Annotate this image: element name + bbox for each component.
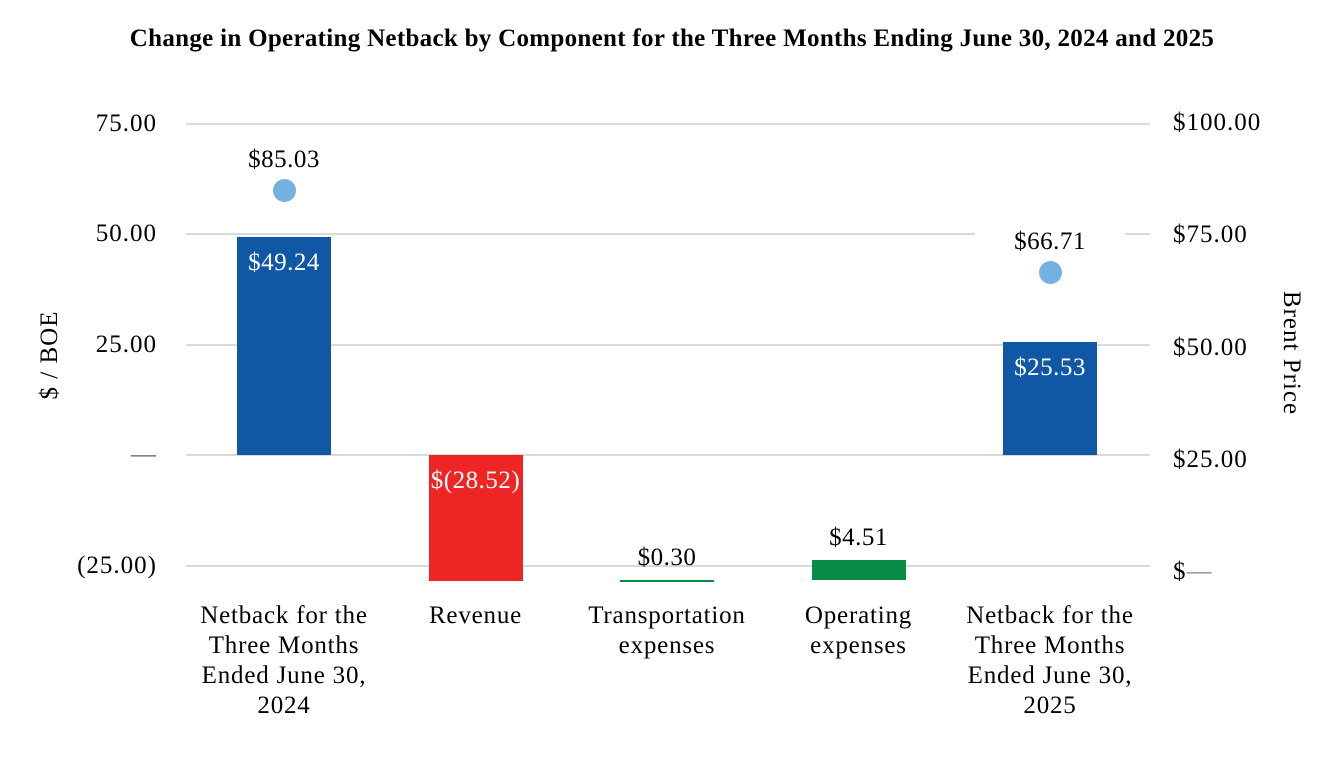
left-axis-tick: 25.00	[95, 330, 157, 358]
category-label: Operating expenses	[804, 602, 913, 659]
brent-price-dot	[272, 178, 296, 202]
category-label: Netback for the Three Months Ended June …	[966, 602, 1134, 719]
bar-3	[620, 579, 714, 582]
gridline	[186, 564, 1150, 567]
chart-title: Change in Operating Netback by Component…	[129, 25, 1215, 52]
right-axis-tick: $75.00	[1173, 221, 1248, 249]
left-axis-tick: 50.00	[95, 220, 157, 247]
gridline	[186, 233, 1150, 235]
bar-label: $(28.52)	[430, 467, 521, 494]
right-axis-tick: $—	[1173, 558, 1213, 585]
category-label: Revenue	[428, 602, 523, 629]
brent-price-dot	[1038, 260, 1062, 284]
left-axis-tick: (25.00)	[77, 551, 157, 579]
right-axis-tick: $25.00	[1173, 445, 1248, 473]
left-axis-tick: —	[131, 441, 157, 468]
category-label: Transportation expenses	[588, 602, 746, 659]
gridline	[186, 454, 1150, 456]
gridline	[186, 122, 1150, 125]
right-axis-tick: $50.00	[1173, 333, 1248, 361]
bar-1	[237, 237, 331, 455]
bar-label: $25.53	[1014, 354, 1086, 382]
right-axis-tick: $100.00	[1173, 109, 1262, 136]
bar-label: $49.24	[248, 249, 320, 277]
left-axis-tick: 75.00	[95, 109, 157, 137]
point-label: $85.03	[209, 146, 359, 175]
bar-4	[811, 559, 906, 580]
bar-5	[1003, 342, 1097, 455]
bar-label: $4.51	[829, 523, 888, 551]
bar-label: $0.30	[637, 543, 697, 571]
right-axis-zero-dash: —	[1186, 558, 1213, 585]
gridline	[186, 343, 1150, 346]
bar-2	[428, 455, 523, 582]
point-label: $66.71	[975, 228, 1125, 257]
category-label: Netback for the Three Months Ended June …	[200, 602, 368, 719]
